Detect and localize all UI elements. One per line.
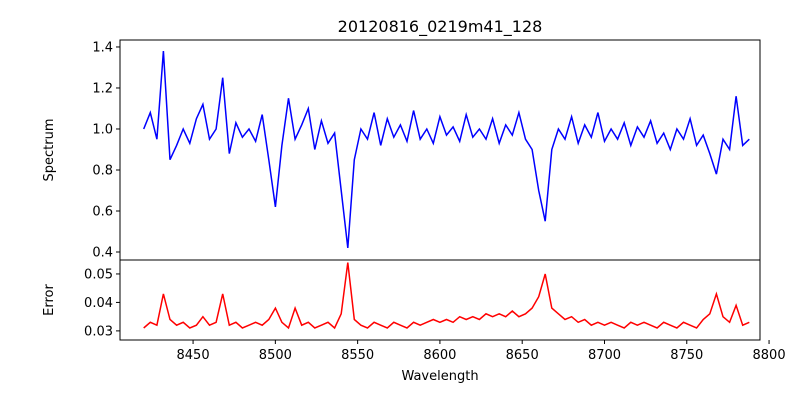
y-axis-label-error: Error [42,284,57,316]
x-tick-label: 8650 [506,348,539,363]
y-tick-label: 0.6 [92,204,113,219]
y-tick-label: 0.4 [92,246,113,261]
y-tick-label: 1.4 [92,40,113,55]
x-tick-label: 8750 [670,348,703,363]
x-tick-label: 8450 [177,348,210,363]
series-line-error [143,262,750,330]
series-line-spectrum [143,51,750,248]
x-tick-label: 8600 [423,348,456,363]
x-axis-label: Wavelength [401,369,478,384]
x-tick-label: 8800 [753,348,786,363]
x-tick-label: 8700 [588,348,621,363]
x-tick-label: 8550 [341,348,374,363]
axes-frame [119,39,761,261]
y-tick-label: 0.05 [84,267,113,282]
axes-frame [119,259,761,341]
y-tick-label: 0.04 [84,296,113,311]
y-tick-label: 1.2 [92,81,113,96]
chart-title: 20120816_0219m41_128 [338,17,543,37]
y-tick-label: 0.8 [92,163,113,178]
x-tick-label: 8500 [259,348,292,363]
y-tick-label: 1.0 [92,122,113,137]
y-tick-label: 0.03 [84,324,113,339]
y-axis-label-spectrum: Spectrum [42,119,57,182]
